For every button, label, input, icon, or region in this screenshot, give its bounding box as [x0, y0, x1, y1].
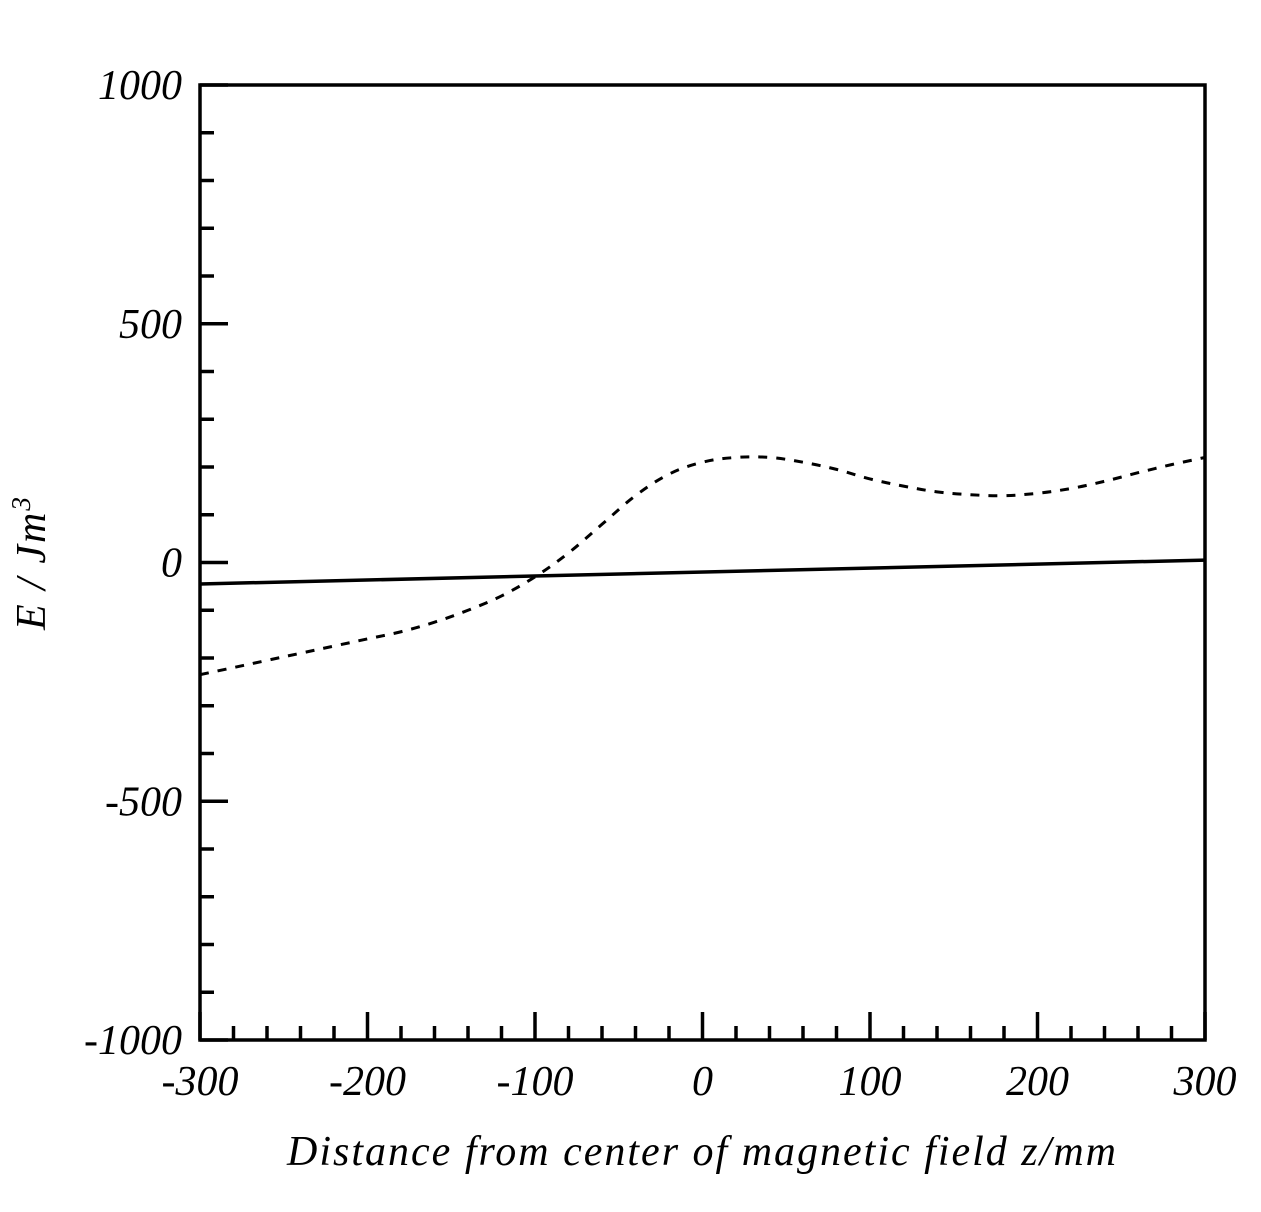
- svg-text:-1000: -1000: [84, 1018, 182, 1064]
- svg-text:300: 300: [1173, 1059, 1237, 1105]
- svg-text:-200: -200: [329, 1059, 406, 1105]
- svg-text:0: 0: [161, 541, 182, 587]
- energy-vs-distance-chart: -300-200-1000100200300-1000-50005001000D…: [0, 0, 1261, 1212]
- y-axis-label: E / Jm3: [6, 495, 55, 631]
- svg-text:500: 500: [119, 302, 182, 348]
- chart-container: -300-200-1000100200300-1000-50005001000D…: [0, 0, 1261, 1212]
- svg-text:-500: -500: [105, 779, 182, 825]
- svg-text:-300: -300: [162, 1059, 239, 1105]
- svg-text:-100: -100: [497, 1059, 574, 1105]
- x-axis-label: Distance from center of magnetic field z…: [286, 1129, 1118, 1175]
- svg-text:0: 0: [692, 1059, 713, 1105]
- svg-text:100: 100: [839, 1059, 902, 1105]
- svg-text:1000: 1000: [98, 63, 182, 109]
- svg-text:200: 200: [1006, 1059, 1069, 1105]
